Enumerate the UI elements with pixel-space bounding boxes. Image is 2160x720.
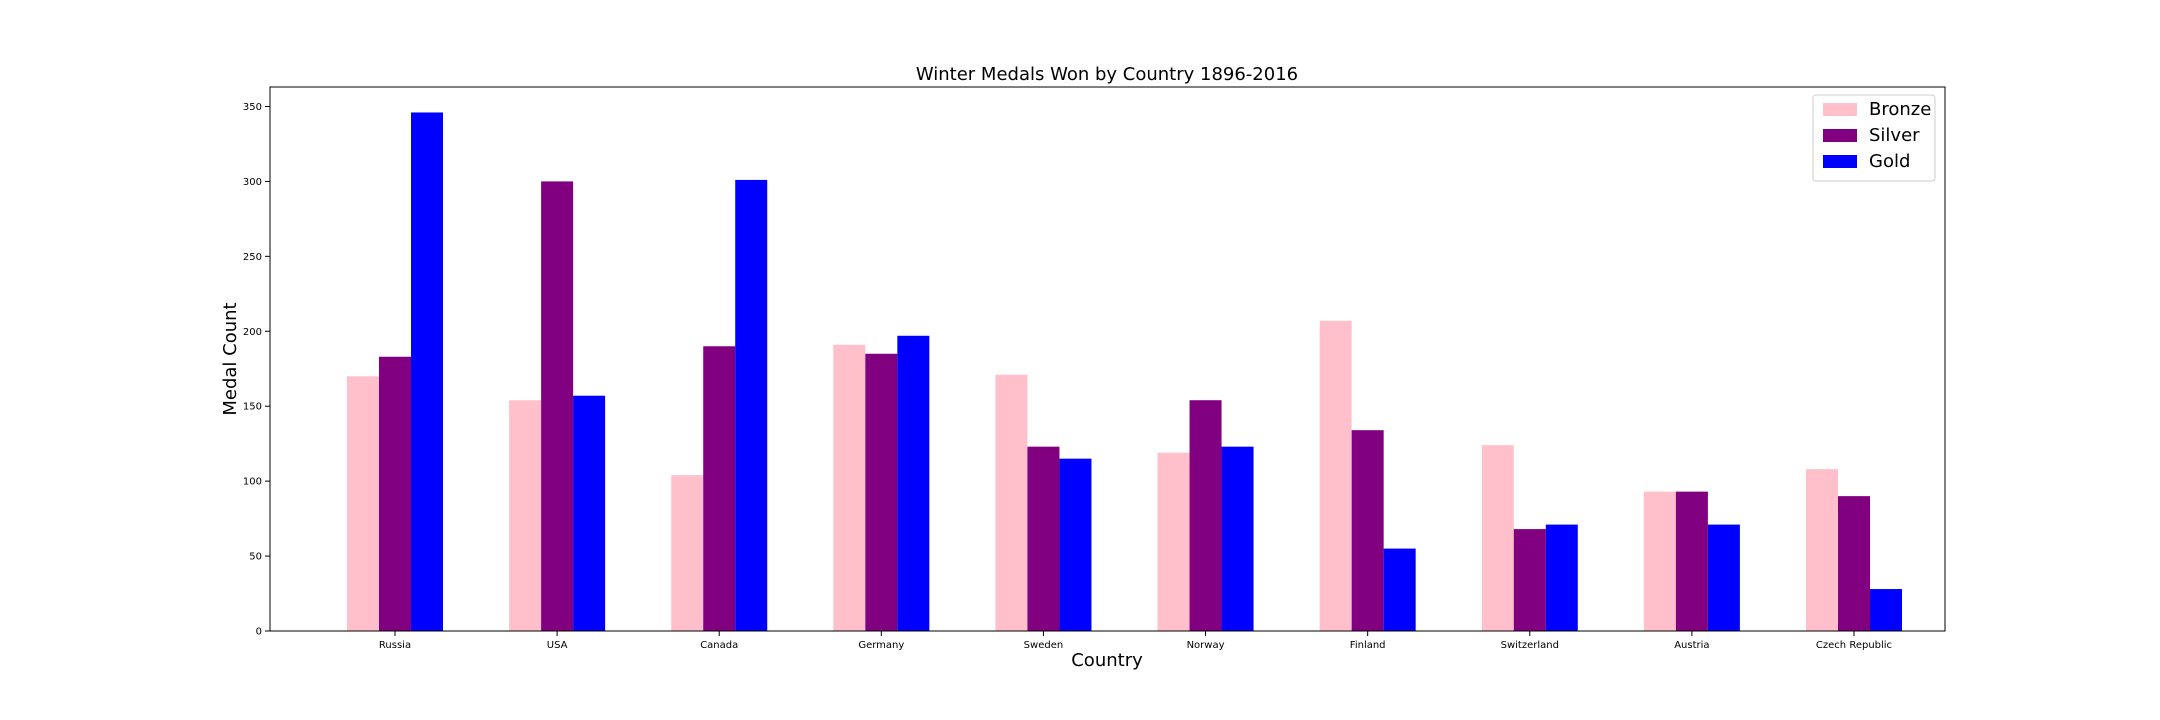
bar-silver-austria xyxy=(1675,491,1708,631)
y-tick-label: 0 xyxy=(256,627,262,638)
legend-label-silver: Silver xyxy=(1869,125,1920,146)
x-tick-label: Norway xyxy=(1187,640,1225,651)
legend-label-gold: Gold xyxy=(1869,151,1910,172)
chart-title: Winter Medals Won by Country 1896-2016 xyxy=(916,64,1298,85)
x-tick-label: Switzerland xyxy=(1501,640,1559,651)
bar-bronze-austria xyxy=(1643,491,1676,631)
x-tick-label: Russia xyxy=(379,640,411,651)
bar-gold-norway xyxy=(1221,446,1254,631)
legend-swatch-silver xyxy=(1823,129,1857,142)
x-tick-label: Sweden xyxy=(1024,640,1064,651)
y-tick-label: 150 xyxy=(243,402,262,413)
x-tick-label: Germany xyxy=(858,640,904,651)
bar-bronze-sweden xyxy=(995,374,1028,631)
y-tick-label: 350 xyxy=(243,102,262,113)
bar-silver-germany xyxy=(865,353,898,631)
bar-gold-germany xyxy=(897,335,930,631)
bar-gold-canada xyxy=(735,179,768,631)
bar-gold-usa xyxy=(573,395,606,631)
y-tick-label: 50 xyxy=(249,552,262,563)
y-axis: 0 50 100 150 200 250 300 350 xyxy=(243,102,270,638)
bar-bronze-norway xyxy=(1157,452,1190,631)
legend-swatch-bronze xyxy=(1823,103,1857,116)
y-tick-label: 200 xyxy=(243,327,262,338)
x-tick-label: Canada xyxy=(700,640,738,651)
bar-gold-finland xyxy=(1383,548,1416,631)
bar-silver-usa xyxy=(541,181,574,632)
bar-bronze-russia xyxy=(347,376,379,631)
bar-gold-switzerland xyxy=(1545,524,1578,631)
bar-gold-sweden xyxy=(1059,458,1092,631)
bar-silver-canada xyxy=(703,346,736,631)
bar-gold-russia xyxy=(411,112,443,632)
bar-silver-finland xyxy=(1351,430,1384,631)
plot-frame xyxy=(269,86,1946,632)
x-tick-label: USA xyxy=(547,640,568,651)
x-axis: Russia USA Canada Germany Sweden Norway Finlan… xyxy=(379,631,1892,651)
bar-silver-norway xyxy=(1189,400,1222,631)
bar-silver-switzerland xyxy=(1513,529,1546,631)
bar-silver-sweden xyxy=(1027,446,1060,631)
x-tick-label: Czech Republic xyxy=(1816,640,1892,651)
bar-gold-austria xyxy=(1707,524,1740,631)
bar-bronze-finland xyxy=(1319,320,1352,631)
x-tick-label: Finland xyxy=(1350,640,1386,651)
legend-label-bronze: Bronze xyxy=(1869,99,1931,120)
bar-silver-russia xyxy=(379,356,411,631)
bar-gold-czech-republic xyxy=(1870,589,1902,631)
x-axis-label: Country xyxy=(1071,650,1143,671)
y-tick-label: 300 xyxy=(243,177,262,188)
bar-silver-czech-republic xyxy=(1838,496,1870,631)
x-tick-label: Austria xyxy=(1674,640,1709,651)
bar-bronze-czech-republic xyxy=(1806,469,1838,631)
bar-bronze-usa xyxy=(509,400,542,631)
legend-swatch-gold xyxy=(1823,155,1857,168)
bars-group xyxy=(347,112,1902,632)
bar-bronze-switzerland xyxy=(1481,445,1514,631)
y-axis-label: Medal Count xyxy=(220,302,241,415)
y-tick-label: 100 xyxy=(243,477,262,488)
bar-bronze-canada xyxy=(671,475,704,631)
legend: Bronze Silver Gold xyxy=(1812,94,1936,182)
bar-bronze-germany xyxy=(833,344,866,631)
y-tick-label: 250 xyxy=(243,252,262,263)
